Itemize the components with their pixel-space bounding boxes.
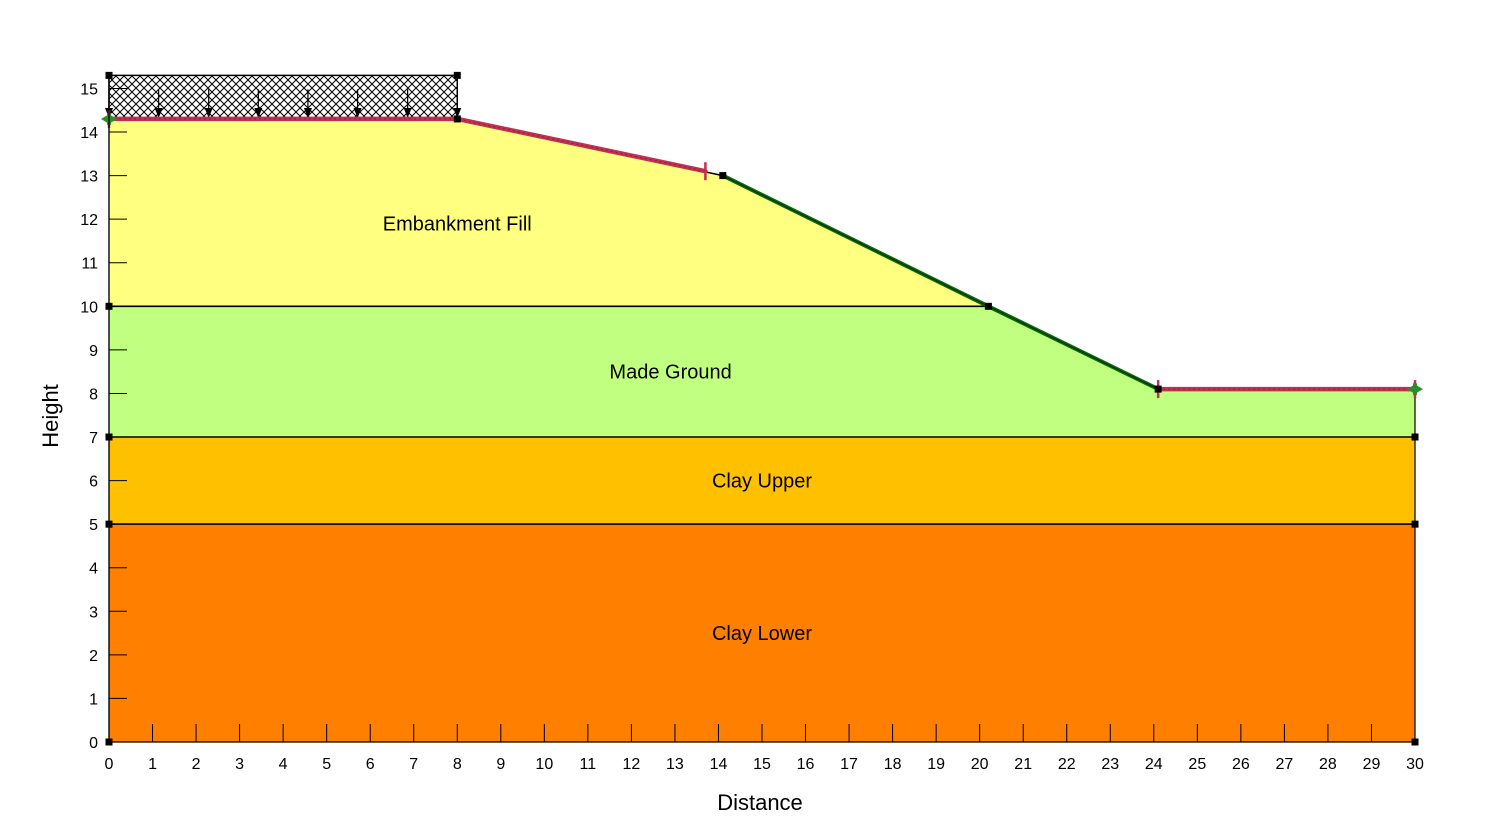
surcharge-arrow-head-5 (353, 107, 362, 118)
surcharge-arrow-head-7 (453, 107, 462, 118)
x-tick-label: 7 (409, 756, 418, 773)
x-tick-label: 14 (710, 756, 728, 773)
label-made-ground: Made Ground (609, 362, 731, 384)
x-tick-label: 0 (105, 756, 114, 773)
x-tick-label: 24 (1145, 756, 1163, 773)
boundary-point (453, 115, 461, 123)
x-tick-label: 6 (366, 756, 375, 773)
x-axis-title: Distance (717, 790, 803, 815)
x-tick-label: 19 (927, 756, 945, 773)
x-tick-label: 15 (753, 756, 771, 773)
y-tick-label: 9 (89, 343, 98, 360)
y-tick-label: 5 (89, 517, 98, 534)
x-tick-label: 13 (666, 756, 684, 773)
surcharge-arrow-head-4 (303, 107, 312, 118)
region-made-ground (109, 306, 1415, 437)
x-tick-label: 2 (192, 756, 201, 773)
x-tick-label: 9 (496, 756, 505, 773)
x-tick-label: 23 (1101, 756, 1119, 773)
boundary-point (1411, 520, 1419, 528)
y-tick-label: 2 (89, 648, 98, 665)
y-tick-label: 10 (80, 299, 98, 316)
label-embankment-fill: Embankment Fill (383, 214, 532, 236)
x-tick-label: 30 (1406, 756, 1424, 773)
surcharge-arrow-head-1 (154, 107, 163, 118)
boundary-point (1154, 385, 1162, 393)
x-tick-label: 21 (1014, 756, 1032, 773)
x-tick-label: 18 (884, 756, 902, 773)
region-clay-upper (109, 437, 1415, 525)
x-tick-label: 17 (840, 756, 858, 773)
y-tick-label: 6 (89, 474, 98, 491)
region-embankment-fill (109, 118, 989, 307)
x-tick-label: 29 (1363, 756, 1381, 773)
search-limit-texture-0 (109, 118, 706, 172)
x-tick-label: 16 (797, 756, 815, 773)
y-tick-label: 3 (89, 604, 98, 621)
x-tick-label: 27 (1276, 756, 1294, 773)
x-tick-label: 10 (535, 756, 553, 773)
surcharge-arrow-head-3 (254, 107, 263, 118)
boundary-point (984, 302, 992, 310)
boundary-point (1411, 433, 1419, 441)
x-tick-label: 4 (279, 756, 288, 773)
boundary-point (453, 71, 461, 79)
surcharge-arrow-head-2 (204, 107, 213, 118)
x-tick-label: 25 (1188, 756, 1206, 773)
y-tick-label: 0 (89, 735, 98, 752)
x-tick-label: 22 (1058, 756, 1076, 773)
limit-end-marker-b-1 (1413, 383, 1423, 396)
region-labels: Clay Lower Clay Upper Made Ground Embankmen… (383, 214, 813, 646)
x-tick-label: 5 (322, 756, 331, 773)
x-tick-label: 11 (580, 756, 597, 773)
x-tick-label: 20 (971, 756, 989, 773)
surcharge-load-area (108, 74, 459, 120)
y-tick-label: 15 (80, 81, 98, 98)
y-tick-label: 11 (81, 256, 98, 273)
boundary-point (719, 172, 727, 180)
axes: 0 1 2 3 4 5 6 7 8 9 10 11 12 13 14 15 16 17 18 19 20 21 22 23 24… (80, 75, 1424, 773)
x-tick-label: 1 (148, 756, 157, 773)
y-tick-label: 14 (80, 125, 98, 142)
x-tick-label: 28 (1319, 756, 1337, 773)
surcharge-arrow-head-6 (403, 107, 412, 118)
y-tick-label: 8 (89, 386, 98, 403)
layer-boundaries (108, 75, 1416, 742)
label-clay-upper: Clay Upper (712, 471, 812, 493)
x-tick-label: 3 (235, 756, 244, 773)
surcharge-load (105, 74, 462, 120)
y-tick-label: 12 (80, 212, 98, 229)
x-tick-label: 8 (453, 756, 462, 773)
x-tick-label: 26 (1232, 756, 1250, 773)
y-tick-label: 7 (89, 430, 98, 447)
y-axis-title: Height (38, 384, 63, 448)
x-tick-label: 12 (623, 756, 641, 773)
soil-regions (109, 118, 1415, 742)
y-tick-label: 4 (89, 561, 98, 578)
y-tick-label: 13 (80, 169, 98, 186)
y-tick-label: 1 (89, 691, 98, 708)
region-clay-lower (109, 524, 1415, 742)
label-clay-lower: Clay Lower (712, 623, 812, 645)
